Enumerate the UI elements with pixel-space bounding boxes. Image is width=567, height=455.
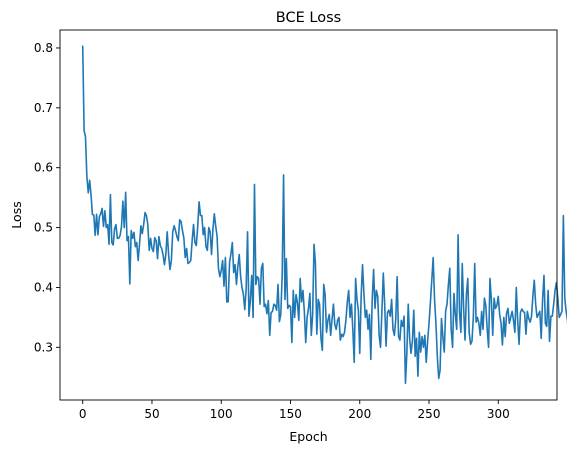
chart-title: BCE Loss: [276, 10, 341, 26]
axes-frame: [59, 29, 558, 401]
y-tick-label: 0.7: [34, 101, 53, 115]
x-tick-label: 300: [487, 407, 510, 421]
x-tick-label: 150: [279, 407, 302, 421]
x-tick-label: 250: [418, 407, 441, 421]
y-axis-label: Loss: [9, 201, 24, 228]
y-tick-label: 0.3: [34, 340, 53, 354]
y-axis-ticks: 0.3 0.4 0.5 0.6 0.7 0.8: [34, 41, 60, 354]
x-axis-ticks: 0 50 100 150 200 250 300: [79, 400, 510, 421]
x-tick-label: 100: [210, 407, 233, 421]
x-axis-label: Epoch: [289, 429, 327, 444]
y-tick-label: 0.8: [34, 41, 53, 55]
y-tick-label: 0.4: [34, 280, 53, 294]
y-tick-label: 0.6: [34, 161, 53, 175]
plot-area: [81, 45, 567, 385]
x-tick-label: 0: [79, 407, 87, 421]
loss-series-line: [81, 45, 567, 385]
x-tick-label: 200: [348, 407, 371, 421]
x-tick-label: 50: [144, 407, 159, 421]
y-tick-label: 0.5: [34, 221, 53, 235]
